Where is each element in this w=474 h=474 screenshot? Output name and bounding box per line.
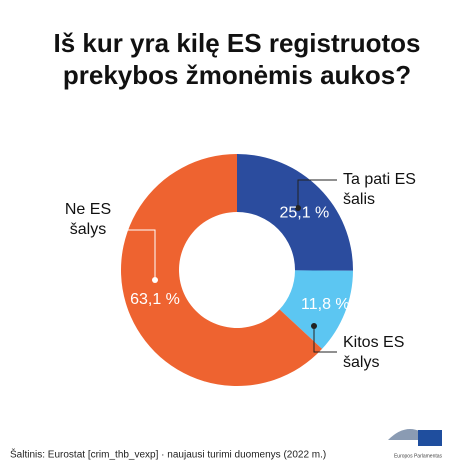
logo-text: Europos Parlamentas <box>394 453 443 459</box>
donut-segment <box>121 154 323 386</box>
value-label: 11,8 % <box>301 296 350 313</box>
donut-segment <box>237 154 353 271</box>
category-label: Ta pati ES šalis <box>343 171 416 208</box>
leader-dot <box>152 277 158 283</box>
leader-dot <box>295 205 301 211</box>
source: Šaltinis: Eurostat [crim_thb_vexp] · nau… <box>10 448 326 461</box>
logo-flag <box>418 430 442 446</box>
category-label: Ne ES šalys <box>65 201 111 238</box>
category-label: Kitos ES šalys <box>343 334 404 371</box>
chart-title: Iš kur yra kilę ES registruotos prekybos … <box>53 28 420 90</box>
leader-line <box>297 179 337 208</box>
value-label: 63,1 % <box>130 291 180 308</box>
donut-segment <box>279 270 353 349</box>
leader-line <box>115 229 156 280</box>
value-label: 25,1 % <box>279 204 329 221</box>
logo: Europos Parlamentas <box>388 429 443 459</box>
leader-line <box>313 326 337 353</box>
leader-dot <box>311 323 317 329</box>
